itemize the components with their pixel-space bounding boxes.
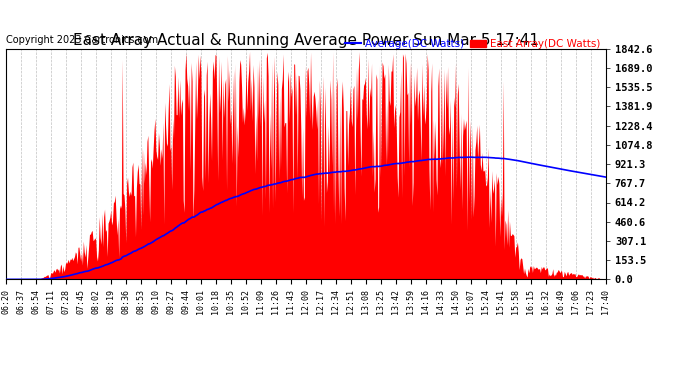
Legend: Average(DC Watts), East Array(DC Watts): Average(DC Watts), East Array(DC Watts) <box>345 39 600 49</box>
Title: East Array Actual & Running Average Power Sun Mar 5 17:41: East Array Actual & Running Average Powe… <box>72 33 539 48</box>
Text: Copyright 2023 Cartronics.com: Copyright 2023 Cartronics.com <box>6 35 157 45</box>
